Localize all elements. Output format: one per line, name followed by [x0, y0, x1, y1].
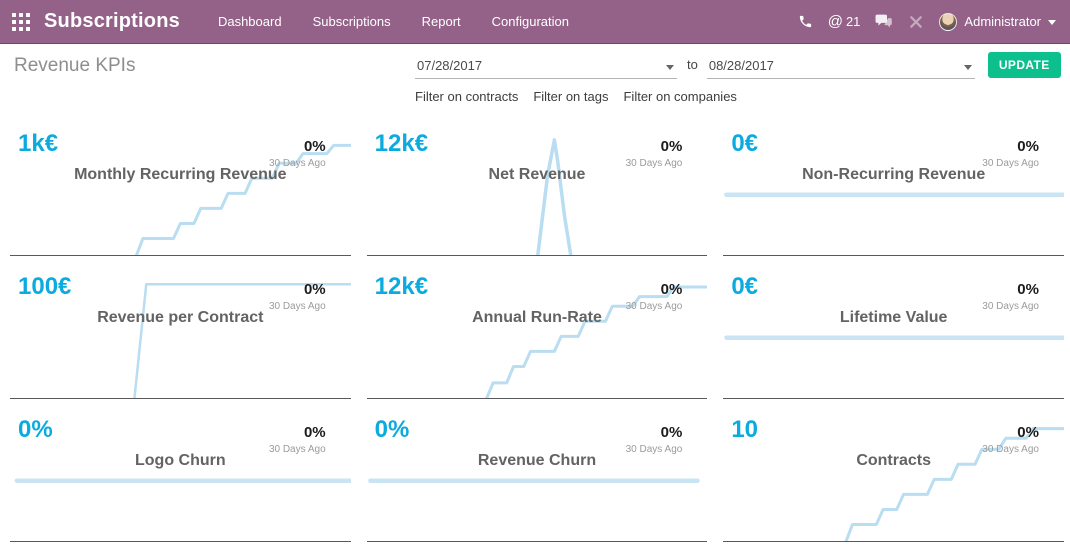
filter-links-row: Filter on contracts Filter on tags Filte… [415, 89, 1061, 104]
mentions-counter[interactable]: @ 21 [828, 13, 861, 30]
kpi-change-period: 30 Days Ago [268, 158, 326, 169]
kpi-change-percent: 0% [303, 424, 326, 441]
kpi-change-period: 30 Days Ago [982, 444, 1039, 455]
kpi-value: 100€ [18, 273, 72, 300]
kpi-change-period: 30 Days Ago [625, 444, 683, 455]
kpi-card-non-recurring-revenue: 0€ 0% 30 Days Ago Non-Recurring Revenue [723, 118, 1064, 256]
user-name: Administrator [964, 14, 1041, 29]
sparkline-chart [10, 261, 351, 398]
kpi-change-period: 30 Days Ago [268, 301, 326, 312]
date-to-caret-icon[interactable] [963, 65, 972, 70]
sparkline-chart [10, 404, 351, 541]
kpi-change: 0% 30 Days Ago [269, 281, 326, 312]
kpi-card-logo-churn: 0% 0% 30 Days Ago Logo Churn [10, 404, 351, 542]
kpi-change: 0% 30 Days Ago [269, 138, 326, 169]
sparkline-chart [723, 261, 1064, 398]
kpi-title: Contracts [856, 452, 931, 469]
apps-grid-icon[interactable] [12, 12, 30, 31]
kpi-value: 0% [18, 416, 53, 443]
kpi-title: Revenue Churn [477, 452, 597, 469]
to-label: to [687, 57, 698, 72]
kpi-title: Lifetime Value [839, 309, 948, 326]
kpi-title: Annual Run-Rate [472, 309, 602, 326]
kpi-value: 12k€ [374, 273, 429, 300]
date-from-input[interactable] [415, 55, 677, 79]
top-navbar: Subscriptions Dashboard Subscriptions Re… [0, 0, 1070, 44]
filter-on-companies-link[interactable]: Filter on companies [623, 89, 737, 104]
kpi-value: 0% [374, 416, 410, 443]
kpi-change-period: 30 Days Ago [982, 301, 1039, 312]
kpi-change-period: 30 Days Ago [982, 158, 1039, 169]
date-from-caret-icon[interactable] [666, 65, 674, 70]
kpi-change-period: 30 Days Ago [268, 444, 326, 455]
kpi-card-net-revenue: 12k€ 0% 30 Days Ago Net Revenue [366, 118, 708, 256]
kpi-title: Monthly Recurring Revenue [74, 166, 287, 183]
kpi-change-percent: 0% [660, 281, 683, 298]
sparkline-chart [367, 261, 708, 398]
menu-item-subscriptions[interactable]: Subscriptions [312, 14, 391, 29]
update-button[interactable]: UPDATE [987, 52, 1061, 78]
kpi-title: Non-Recurring Revenue [802, 166, 986, 183]
filter-on-contracts-link[interactable]: Filter on contracts [415, 89, 519, 104]
tools-icon[interactable] [908, 14, 924, 30]
kpi-change-percent: 0% [1017, 281, 1039, 298]
avatar [939, 12, 958, 31]
menu-item-report[interactable]: Report [421, 14, 461, 29]
kpi-value: 10 [731, 416, 759, 443]
kpi-change: 0% 30 Days Ago [982, 424, 1039, 455]
kpi-change: 0% 30 Days Ago [626, 424, 683, 455]
kpi-change-percent: 0% [303, 281, 326, 298]
kpi-title: Net Revenue [488, 166, 586, 183]
mentions-count: 21 [845, 14, 861, 29]
menu-item-dashboard[interactable]: Dashboard [217, 14, 282, 29]
date-to-input[interactable] [706, 55, 975, 79]
kpi-change-percent: 0% [1017, 424, 1039, 441]
kpi-card-revenue-per-contract: 100€ 0% 30 Days Ago Revenue per Contract [10, 261, 351, 399]
sparkline-chart [367, 118, 708, 255]
kpi-change: 0% 30 Days Ago [982, 281, 1039, 312]
topbar-systray: @ 21 Administrator [798, 12, 1056, 31]
sparkline-chart [723, 404, 1064, 541]
main-menu: Dashboard Subscriptions Report Configura… [212, 10, 575, 33]
kpi-card-lifetime-value: 0€ 0% 30 Days Ago Lifetime Value [723, 261, 1064, 399]
app-title: Subscriptions [44, 10, 180, 32]
user-menu[interactable]: Administrator [939, 12, 1056, 31]
chat-icon[interactable] [875, 14, 893, 29]
kpi-value: 12k€ [374, 130, 429, 157]
kpi-change: 0% 30 Days Ago [982, 138, 1039, 169]
kpi-card-annual-run-rate: 12k€ 0% 30 Days Ago Annual Run-Rate [366, 261, 708, 399]
kpi-change-percent: 0% [303, 138, 326, 155]
kpi-value: 0€ [731, 130, 759, 157]
kpi-change-period: 30 Days Ago [625, 158, 683, 169]
kpi-change-percent: 0% [660, 424, 683, 441]
kpi-card-contracts: 10 0% 30 Days Ago Contracts [723, 404, 1064, 542]
kpi-change: 0% 30 Days Ago [626, 281, 683, 312]
menu-item-configuration[interactable]: Configuration [491, 14, 569, 29]
sparkline-chart [10, 118, 351, 255]
kpi-title: Logo Churn [135, 452, 226, 469]
kpi-control-bar: Revenue KPIs to UPDATE Filter on contrac… [0, 44, 1070, 110]
filter-on-tags-link[interactable]: Filter on tags [533, 89, 609, 104]
chevron-down-icon [1048, 19, 1056, 25]
kpi-value: 0€ [731, 273, 759, 300]
kpi-grid: 1k€ 0% 30 Days Ago Monthly Recurring Rev… [10, 118, 1064, 542]
kpi-change-percent: 0% [1017, 138, 1039, 155]
kpi-title: Revenue per Contract [97, 309, 264, 326]
page-title: Revenue KPIs [14, 55, 136, 76]
date-range-controls: to UPDATE Filter on contracts Filter on … [415, 52, 1061, 104]
kpi-change-percent: 0% [660, 138, 683, 155]
date-to-field [706, 55, 975, 79]
sparkline-chart [723, 118, 1064, 255]
kpi-card-revenue-churn: 0% 0% 30 Days Ago Revenue Churn [366, 404, 708, 542]
kpi-card-monthly-recurring-revenue: 1k€ 0% 30 Days Ago Monthly Recurring Rev… [10, 118, 351, 256]
at-icon: @ [827, 13, 843, 30]
phone-icon[interactable] [798, 14, 813, 29]
date-range-row: to UPDATE [415, 52, 1061, 79]
date-from-field [415, 55, 677, 79]
sparkline-chart [367, 404, 708, 541]
kpi-change: 0% 30 Days Ago [269, 424, 326, 455]
kpi-change-period: 30 Days Ago [625, 301, 683, 312]
kpi-change: 0% 30 Days Ago [626, 138, 683, 169]
kpi-value: 1k€ [18, 130, 59, 157]
